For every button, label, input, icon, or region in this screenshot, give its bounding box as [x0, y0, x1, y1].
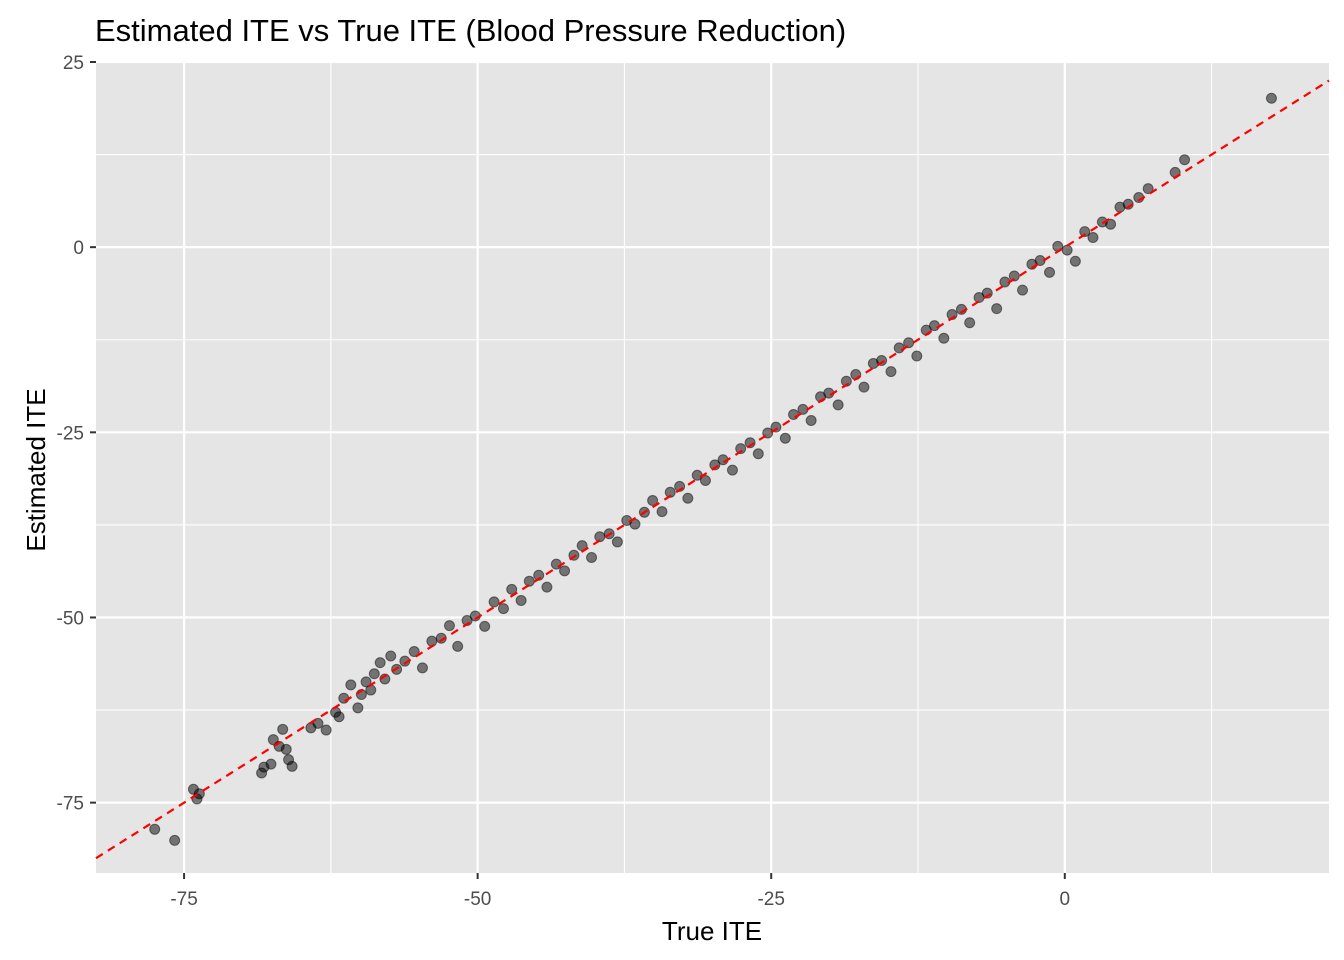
data-point	[1008, 270, 1020, 282]
data-point	[385, 650, 397, 662]
axis-ticks	[90, 61, 1066, 879]
data-point	[964, 317, 976, 329]
data-point	[193, 788, 205, 800]
data-point	[408, 646, 420, 658]
data-point	[832, 399, 844, 411]
data-point	[497, 603, 509, 615]
data-point	[1079, 226, 1091, 238]
data-point	[374, 657, 386, 669]
y-tick-label: 25	[63, 53, 84, 74]
data-point	[1087, 232, 1099, 244]
data-point	[1265, 92, 1277, 104]
data-point	[735, 443, 747, 455]
data-point	[779, 432, 791, 444]
data-point	[265, 758, 277, 770]
data-point	[452, 640, 464, 652]
data-point	[611, 536, 623, 548]
data-point	[479, 620, 491, 632]
data-point	[938, 332, 950, 344]
data-point	[699, 474, 711, 486]
y-tick-label: 0	[73, 238, 84, 259]
data-point	[338, 692, 350, 704]
data-point	[345, 679, 357, 691]
data-point	[443, 620, 455, 632]
x-tick-label: -50	[464, 889, 491, 910]
y-axis-title: Estimated ITE	[21, 388, 51, 551]
data-point	[280, 743, 292, 755]
data-point	[515, 594, 527, 606]
data-point	[682, 492, 694, 504]
data-point	[726, 464, 738, 476]
data-point	[169, 834, 181, 846]
data-point	[541, 581, 553, 593]
data-point	[368, 668, 380, 680]
data-point	[858, 381, 870, 393]
data-point	[1061, 244, 1073, 256]
data-point	[893, 342, 905, 354]
data-point	[360, 676, 372, 688]
data-point	[352, 702, 364, 714]
data-point	[559, 565, 571, 577]
data-point	[550, 558, 562, 570]
data-point	[788, 409, 800, 421]
data-point	[286, 760, 298, 772]
chart-title: Estimated ITE vs True ITE (Blood Pressur…	[95, 13, 846, 48]
data-point	[416, 662, 428, 674]
data-point	[586, 551, 598, 563]
x-tick-label: -25	[757, 889, 784, 910]
data-point	[1142, 183, 1154, 195]
data-point	[903, 337, 915, 349]
data-point	[277, 723, 289, 735]
data-point	[333, 711, 345, 723]
data-point	[805, 414, 817, 426]
y-tick-label: -25	[57, 423, 84, 444]
data-point	[320, 724, 332, 736]
data-point	[1179, 154, 1191, 166]
data-point	[365, 684, 377, 696]
data-point	[1044, 266, 1056, 278]
data-point	[488, 596, 500, 608]
y-tick-label: -75	[57, 794, 84, 815]
data-point	[149, 823, 161, 835]
data-point	[991, 303, 1003, 315]
data-point	[426, 635, 438, 647]
x-tick-label: -75	[170, 889, 197, 910]
data-point	[506, 583, 518, 595]
data-point	[656, 506, 668, 518]
minor-grid	[96, 62, 1329, 873]
data-points	[149, 92, 1277, 846]
y-tick-label: -50	[57, 608, 84, 629]
data-point	[928, 320, 940, 332]
x-tick-label: 0	[1059, 889, 1070, 910]
data-point	[911, 350, 923, 362]
axis-tick-labels: -75 -50 -25 0 -75 -50 -25 0 25	[57, 53, 1071, 910]
data-point	[1017, 284, 1029, 296]
data-point	[523, 575, 535, 587]
data-point	[647, 494, 659, 506]
reference-line	[95, 79, 1330, 860]
major-grid	[96, 60, 1329, 873]
data-point	[885, 366, 897, 378]
x-axis-title: True ITE	[662, 916, 762, 946]
data-point	[1069, 255, 1081, 267]
data-point	[1105, 218, 1117, 230]
data-point	[752, 448, 764, 460]
